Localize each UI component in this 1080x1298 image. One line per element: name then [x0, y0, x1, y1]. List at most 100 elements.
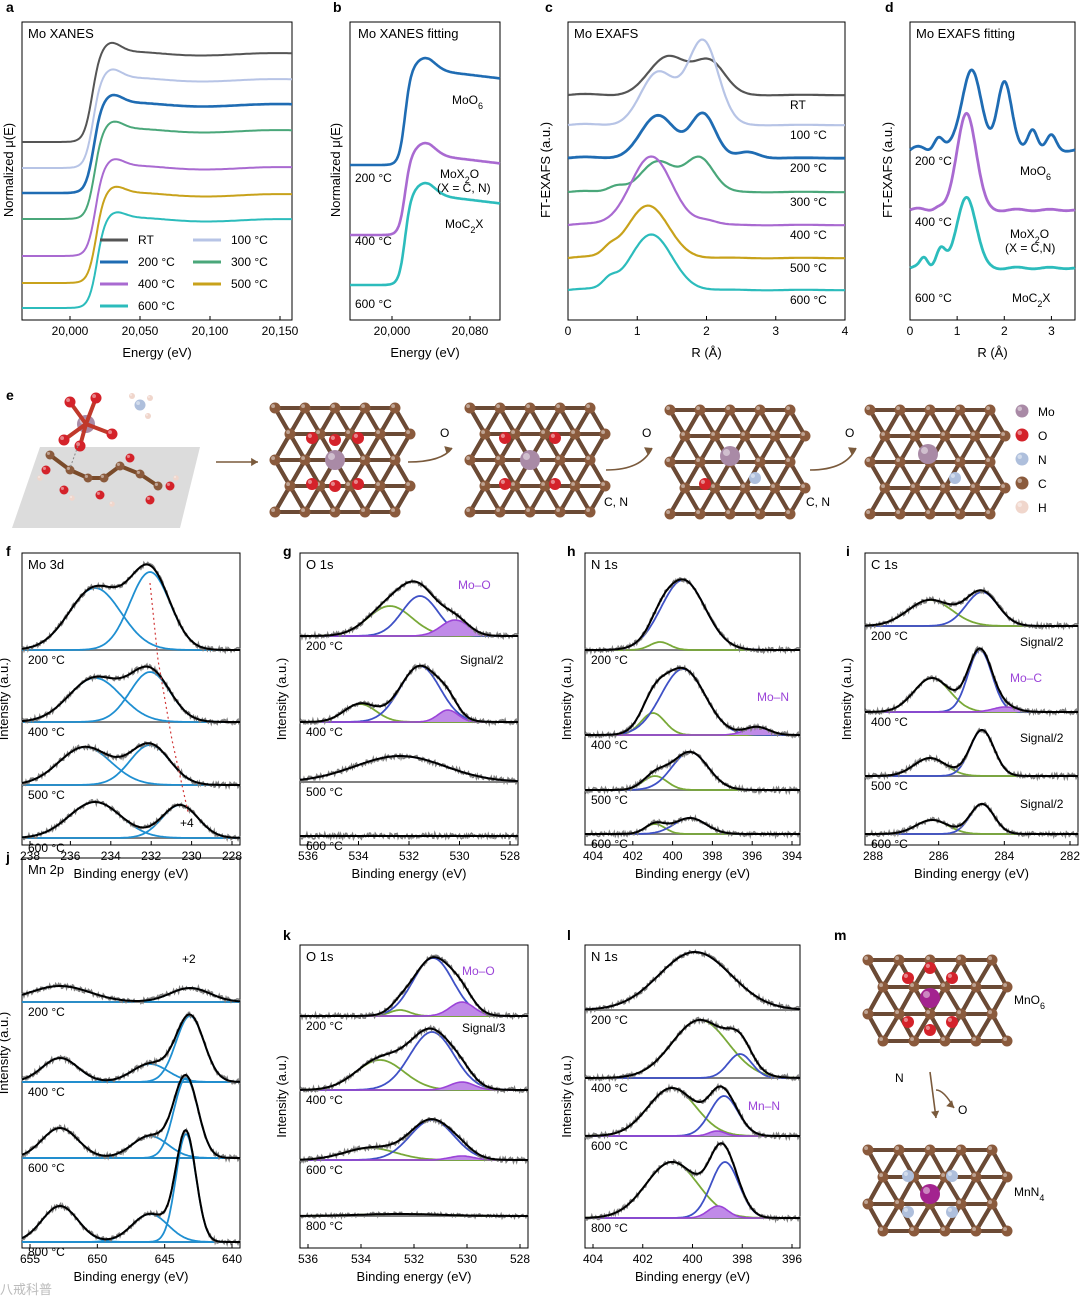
panel-k-x-tick-label: 536 [298, 1252, 318, 1266]
panel-i-x-tick-label: 288 [863, 849, 883, 863]
text-span: 6 [1046, 172, 1051, 182]
o-atom-precursor [106, 428, 118, 440]
panel-c-label: c [545, 0, 553, 15]
text-span: 3 [50, 557, 57, 572]
panel-f-ylabel: Intensity (a.u.) [0, 658, 11, 740]
struct1-c-atom [359, 402, 371, 414]
struct1-c-atom-body [269, 402, 281, 414]
mnn4-c-atom-shine [1003, 1173, 1007, 1177]
arrow-label-n: N [895, 1071, 904, 1085]
struct3-n-atom-body [749, 472, 761, 484]
struct3-mo-atom [720, 446, 740, 466]
struct2-mo-atom-shine [523, 453, 530, 460]
legend-label-c400: 400 °C [138, 277, 175, 291]
struct4-c-atom-shine [896, 510, 900, 514]
struct1-c-atom-shine [331, 404, 336, 409]
j-temp-3: 800 °C [28, 1245, 65, 1259]
o-atom-precursor [58, 434, 70, 446]
text-span: MnO [1014, 993, 1040, 1007]
mno6-c-atom [970, 981, 982, 993]
panel-k-ylabel: Intensity (a.u.) [274, 1055, 289, 1137]
struct1-c-atom-shine [406, 430, 411, 435]
struct2-c-atom-shine [466, 404, 471, 409]
panel-h-x-tick-label: 404 [583, 849, 603, 863]
struct3-c-atom-shine [711, 432, 715, 437]
struct1-c-atom-body [329, 402, 341, 414]
struct4-c-atom-body [864, 404, 876, 416]
watermark-text: 八戒科普 [0, 1283, 53, 1298]
mno6-o-atom-shine [925, 963, 931, 969]
panel-a-title: Mo XANES [28, 26, 94, 41]
panel-c-x-tick-label: 1 [634, 324, 641, 338]
struct2-c-atom-shine [481, 430, 486, 435]
f-fit-envelope [21, 801, 241, 839]
mno6-c-atom [908, 1035, 920, 1047]
c-atom-chain-body [45, 450, 55, 460]
struct2-c-atom-body [524, 506, 536, 518]
panel-f-title: Mo 3d [28, 557, 64, 572]
panel-i-label: i [846, 543, 850, 559]
struct4-c-atom-shine [986, 406, 990, 411]
struct4-c-atom [939, 430, 951, 442]
f-component-lightblue [21, 801, 240, 839]
h-atom [129, 393, 135, 399]
arrow-m-side-head [946, 1100, 954, 1108]
xanes-curve-c500 [22, 185, 293, 284]
i-temp-0: 200 °C [871, 629, 908, 643]
mno6-c-atom-shine [926, 956, 930, 960]
text-span: s [327, 557, 334, 572]
struct1-c-atom-body [374, 428, 386, 440]
legend-atom-carbon [1015, 476, 1029, 490]
struct2-c-atom-body [509, 480, 521, 492]
l-raw-data [584, 1140, 801, 1224]
mno6-c-atom-shine [910, 1037, 914, 1041]
struct4-c-atom-body [864, 508, 876, 520]
struct2-c-atom-body [584, 402, 596, 414]
o-atom-chain-body [145, 495, 155, 505]
panel-d-ylabel: FT-EXAFS (a.u.) [880, 122, 895, 218]
mno6-c-atom-body [955, 954, 967, 966]
k-fit-envelope [300, 1027, 528, 1091]
struct2-c-atom-body [539, 480, 551, 492]
mnn4-c-atom-shine [926, 1146, 930, 1150]
struct3-c-atom [709, 430, 721, 442]
g-temp-0: 200 °C [306, 639, 343, 653]
mno6-c-atom-body [908, 981, 920, 993]
mno6-mn-atom-body [920, 988, 940, 1008]
j-temp-2: 600 °C [28, 1161, 65, 1175]
struct2-c-atom-shine [586, 508, 590, 512]
k-fit-envelope [300, 1213, 528, 1217]
panel-k-x-tick-label: 528 [510, 1252, 530, 1266]
struct4-c-atom-shine [971, 484, 975, 489]
exafs-curve-c100 [567, 38, 846, 127]
c-atom-chain [153, 481, 163, 491]
struct3-n-atom [749, 472, 761, 484]
struct3-c-atom-body [754, 508, 766, 520]
struct3-c-atom-shine [666, 510, 670, 514]
panel-h-x-tick-label: 394 [782, 849, 802, 863]
struct1-o-atom [306, 478, 318, 490]
struct2-c-atom-body [479, 428, 491, 440]
struct1-c-atom-body [359, 506, 371, 518]
i-annotation: Signal/2 [1020, 635, 1064, 649]
mno6-c-atom [955, 954, 967, 966]
mno6-c-atom [877, 1035, 889, 1047]
panel-k-x-tick-label: 530 [457, 1252, 477, 1266]
mnn4-c-atom-shine [957, 1146, 961, 1150]
struct2-c-atom-body [464, 506, 476, 518]
k-annotation: Signal/3 [462, 1021, 506, 1035]
struct4-c-atom-body [894, 508, 906, 520]
mnn4-c-atom-body [924, 1144, 936, 1156]
struct2-o-atom-body [549, 432, 561, 444]
f-fit-envelope [21, 563, 240, 651]
f-component-lightblue [21, 677, 240, 723]
legend-element-H: H [1038, 501, 1047, 515]
struct2-c-atom-body [509, 428, 521, 440]
struct3-c-atom-shine [681, 484, 685, 489]
c-atom-chain-body [115, 461, 125, 471]
j-temp-1: 400 °C [28, 1085, 65, 1099]
struct4-c-atom-shine [1001, 484, 1005, 489]
panel-f-x-tick-label: 232 [141, 849, 161, 863]
mno6-c-atom-body [939, 1035, 951, 1047]
